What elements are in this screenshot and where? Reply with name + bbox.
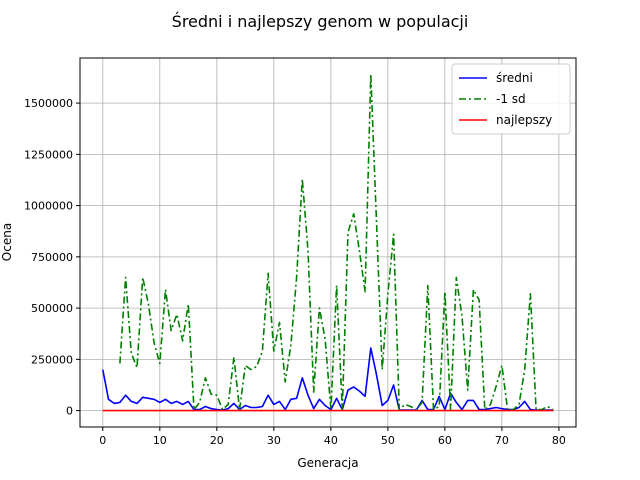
x-tick-label: 70 [495,434,509,447]
y-tick-label: 250000 [31,353,73,366]
y-tick-label: 1500000 [24,97,73,110]
legend-label: -1 sd [496,92,526,106]
y-tick-label: 1250000 [24,148,73,161]
legend: średni -1 sd najlepszy [451,63,571,135]
chart-title: Średni i najlepszy genom w populacji [172,12,469,31]
legend-box [451,63,571,135]
x-tick-label: 40 [324,434,338,447]
x-tick-label: 50 [381,434,395,447]
series-line-0 [102,347,554,411]
axis-ticks: 0 10 20 30 40 50 60 70 80 0 250000 500000 750000 1000… [24,97,566,447]
series-layer [102,73,554,412]
grid [80,58,576,427]
y-axis-label: Ocena [0,223,14,261]
x-tick-label: 0 [99,434,106,447]
plot-frame [79,57,577,428]
x-tick-label: 10 [153,434,167,447]
y-tick-label: 1000000 [24,200,73,213]
x-tick-label: 30 [267,434,281,447]
x-axis-label: Generacja [297,456,358,470]
y-tick-label: 0 [66,405,73,418]
x-tick-label: 60 [438,434,452,447]
legend-label: średni [496,71,533,85]
y-tick-label: 500000 [31,302,73,315]
series-line-1 [119,73,554,411]
legend-label: najlepszy [496,113,552,127]
y-tick-label: 750000 [31,251,73,264]
x-tick-label: 20 [210,434,224,447]
x-tick-label: 80 [552,434,566,447]
